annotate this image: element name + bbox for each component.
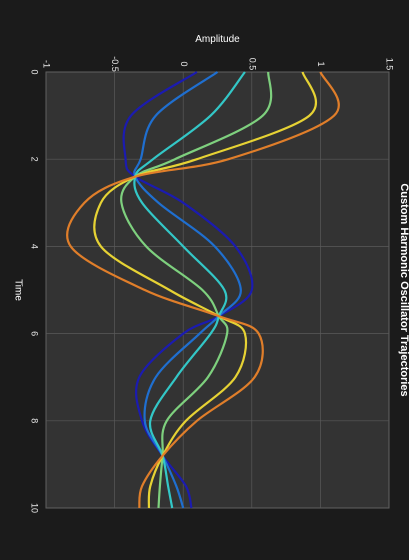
amplitude-tick-label: 1.5 (385, 58, 395, 71)
series-line-3 (133, 71, 246, 509)
series-lines (65, 71, 340, 509)
time-tick-label: 6 (30, 331, 40, 336)
y-axis-label: Amplitude (195, 34, 240, 45)
amplitude-tick-label: -1 (42, 60, 52, 68)
amplitude-tick-label: 0.5 (247, 58, 257, 71)
time-tick-label: 10 (30, 503, 40, 513)
amplitude-tick-label: -0.5 (110, 56, 120, 72)
time-tick-label: 2 (30, 157, 40, 162)
x-axis-label: Time (12, 279, 23, 301)
chart-title: Custom Harmonic Oscillator Trajectories (398, 183, 409, 396)
time-tick-label: 4 (30, 244, 40, 249)
tick-labels: -1 -0.5 0 0.5 1 1.5 0 2 4 6 8 10 (30, 56, 395, 513)
plot-area (45, 71, 390, 509)
series-line-5 (93, 71, 318, 509)
amplitude-tick-label: 0 (179, 61, 189, 66)
time-tick-label: 8 (30, 418, 40, 423)
amplitude-tick-label: 1 (316, 61, 326, 66)
time-tick-label: 0 (30, 69, 40, 74)
series-line-6 (65, 71, 340, 509)
series-line-4 (120, 71, 273, 509)
grid-lines (45, 71, 390, 509)
